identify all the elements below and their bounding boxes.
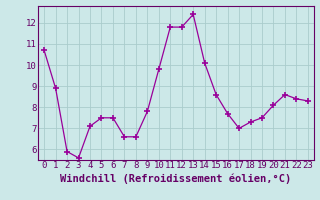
X-axis label: Windchill (Refroidissement éolien,°C): Windchill (Refroidissement éolien,°C) bbox=[60, 173, 292, 184]
